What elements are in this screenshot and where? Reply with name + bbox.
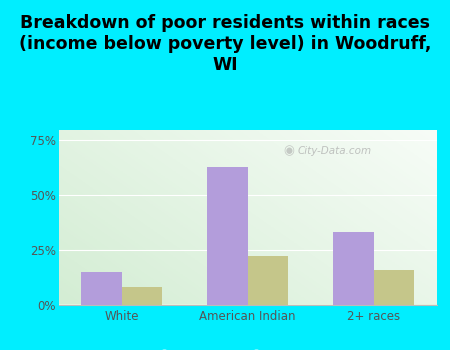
Bar xyxy=(207,167,248,304)
Legend: Woodruff, Wisconsin: Woodruff, Wisconsin xyxy=(153,346,342,350)
Bar xyxy=(333,232,374,304)
Bar xyxy=(81,272,122,304)
Bar xyxy=(374,270,414,304)
Text: Breakdown of poor residents within races
(income below poverty level) in Woodruf: Breakdown of poor residents within races… xyxy=(19,14,431,74)
Bar xyxy=(248,256,288,304)
Text: ◉: ◉ xyxy=(284,144,294,157)
Text: City-Data.com: City-Data.com xyxy=(297,146,372,155)
Bar xyxy=(122,287,162,304)
